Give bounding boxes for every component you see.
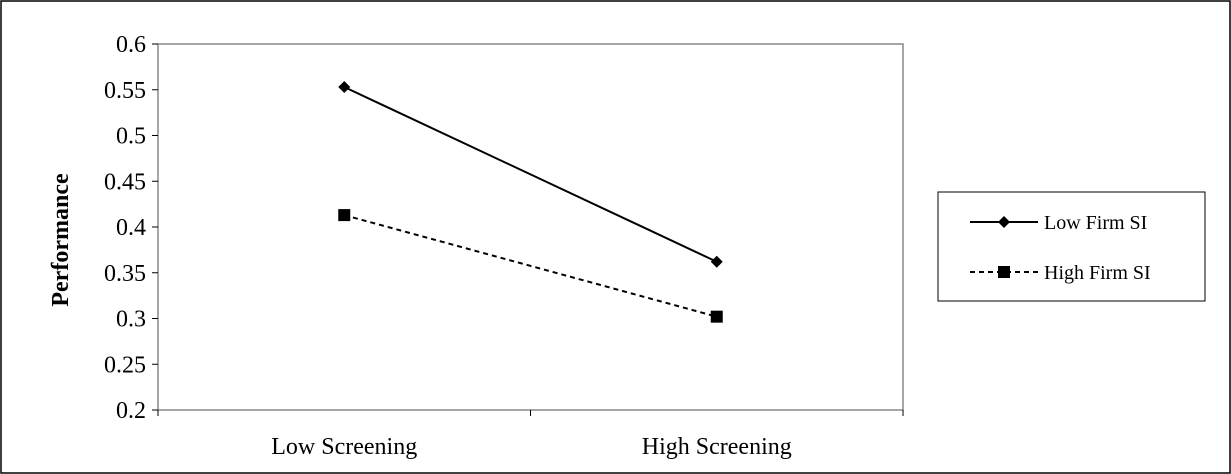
y-tick-label: 0.45 bbox=[104, 169, 146, 195]
series-group bbox=[338, 209, 723, 323]
data-point-marker bbox=[710, 255, 723, 268]
x-axis: Low Screening High Screening bbox=[157, 410, 904, 460]
x-category-label: Low Screening bbox=[271, 434, 417, 460]
y-tick-label: 0.5 bbox=[116, 124, 146, 150]
data-point-marker bbox=[338, 81, 351, 94]
y-tick-label: 0.2 bbox=[116, 398, 146, 424]
legend-label: High Firm SI bbox=[1044, 262, 1151, 284]
legend-marker bbox=[998, 216, 1010, 228]
y-tick-label: 0.6 bbox=[116, 32, 146, 58]
legend: Low Firm SI High Firm SI bbox=[937, 191, 1206, 302]
y-tick-label: 0.3 bbox=[116, 307, 146, 333]
legend-label: Low Firm SI bbox=[1044, 212, 1147, 234]
y-axis: 0.2 0.25 0.3 0.35 0.4 0.45 0.5 0.55 0.6 bbox=[104, 32, 158, 424]
series-line bbox=[343, 86, 718, 263]
x-category-label: High Screening bbox=[642, 434, 792, 460]
data-point-marker bbox=[338, 209, 351, 222]
legend-marker bbox=[998, 266, 1010, 278]
series-line bbox=[343, 214, 718, 318]
data-point-marker bbox=[710, 310, 723, 323]
series-layer bbox=[338, 81, 723, 323]
y-tick-label: 0.55 bbox=[104, 78, 146, 104]
legend-box bbox=[937, 191, 1206, 302]
y-tick-label: 0.4 bbox=[116, 215, 146, 241]
y-axis-title: Performance bbox=[48, 173, 74, 307]
y-tick-label: 0.25 bbox=[104, 352, 146, 378]
y-tick-label: 0.35 bbox=[104, 261, 146, 287]
series-group bbox=[338, 81, 723, 268]
